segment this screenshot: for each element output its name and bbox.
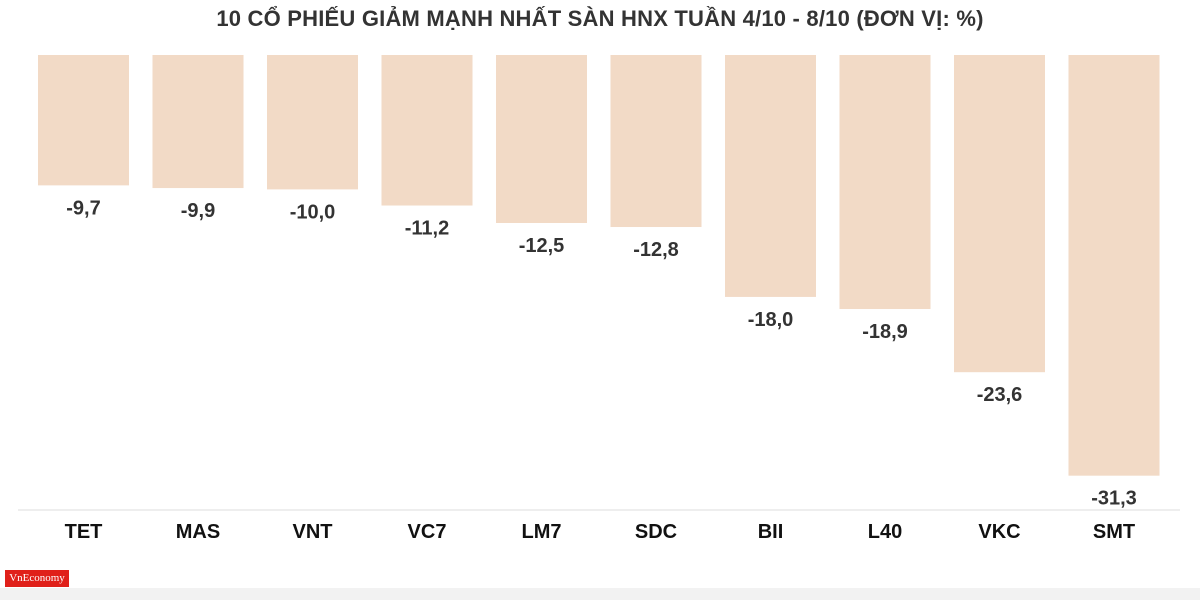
category-label-vkc: VKC [978,521,1020,543]
value-label-lm7: -12,5 [519,235,565,257]
bars-group [38,55,1160,476]
value-label-bii: -18,0 [748,309,794,331]
bar-l40 [839,55,931,310]
bar-mas [152,55,244,189]
category-label-vnt: VNT [293,521,333,543]
category-label-bii: BII [758,521,784,543]
bar-vc7 [381,55,473,206]
value-label-smt: -31,3 [1091,488,1137,510]
bar-smt [1068,55,1160,476]
value-label-sdc: -12,8 [633,239,679,261]
value-label-vkc: -23,6 [977,384,1023,406]
value-label-mas: -9,9 [181,200,215,222]
category-label-vc7: VC7 [408,521,447,543]
category-label-mas: MAS [176,521,220,543]
bar-bii [725,55,816,297]
category-label-sdc: SDC [635,521,677,543]
value-labels-group: -9,7 -9,9 -10,0 -11,2 -12,5 -12,8 -18,0 -18,9 -2… [66,197,1137,509]
category-labels-group: TET MAS VNT VC7 LM7 SDC BII L40 VKC SMT [65,521,1136,543]
category-label-smt: SMT [1093,521,1135,543]
bar-tet [38,55,129,186]
chart-title: 10 CỔ PHIẾU GIẢM MẠNH NHẤT SÀN HNX TUẦN … [216,6,984,31]
bar-sdc [610,55,702,228]
value-label-vc7: -11,2 [405,218,449,240]
value-label-vnt: -10,0 [290,201,336,223]
category-label-l40: L40 [868,521,902,543]
bar-vkc [954,55,1045,373]
vneconomy-logo: VnEconomy [5,570,69,587]
value-label-l40: -18,9 [862,321,908,343]
value-label-tet: -9,7 [66,197,100,219]
category-label-tet: TET [65,521,103,543]
bottom-band [0,588,1200,600]
bar-lm7 [496,55,587,223]
category-label-lm7: LM7 [522,521,562,543]
bar-vnt [267,55,358,190]
